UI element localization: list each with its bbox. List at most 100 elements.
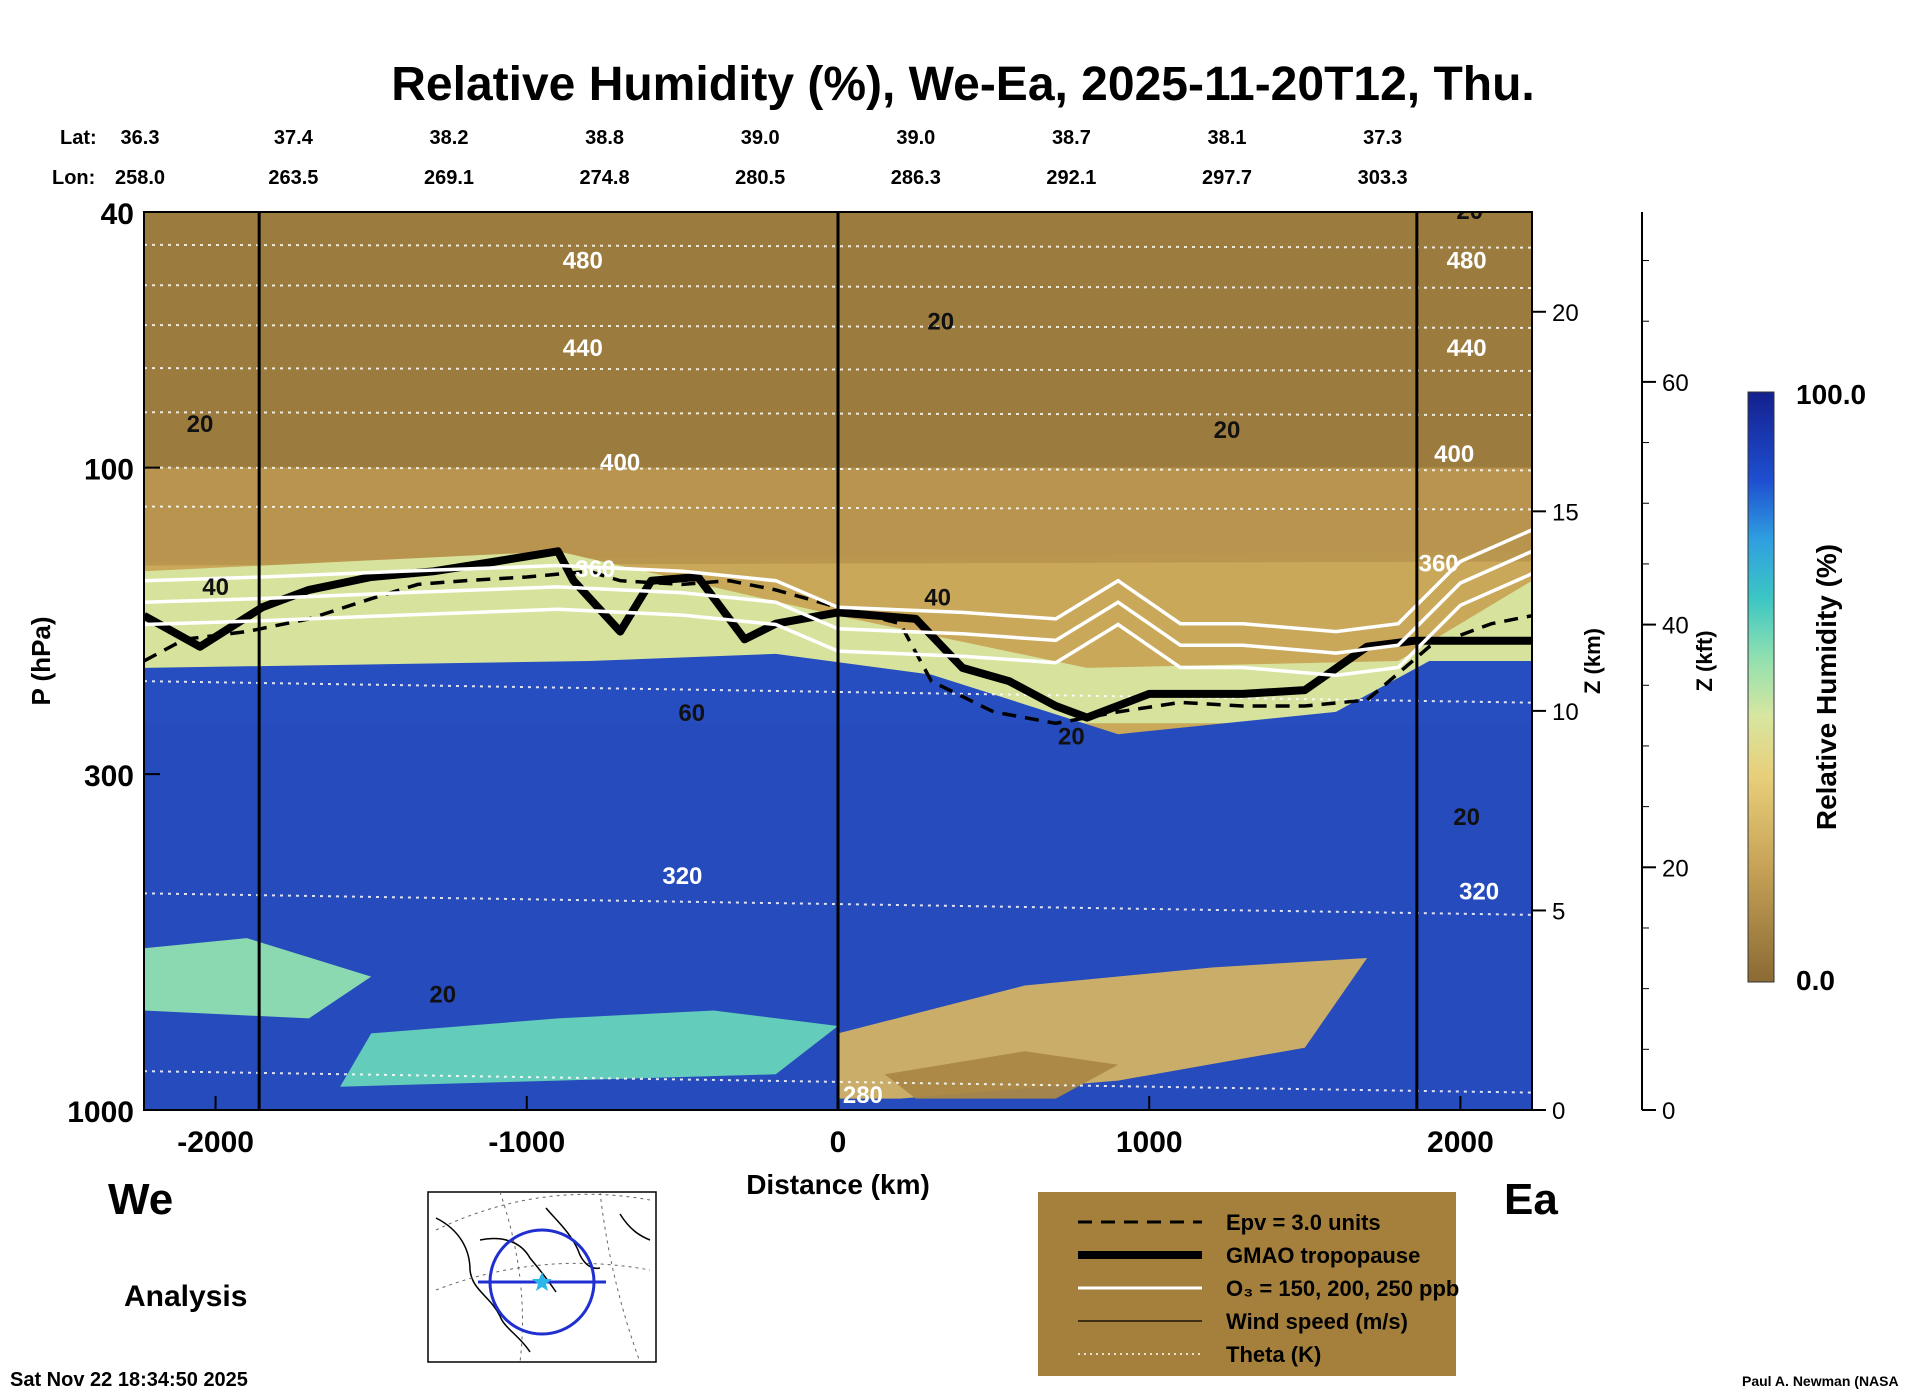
tropopause-line [144,547,1532,722]
ozone-line-2 [144,572,1532,678]
lon-value: 280.5 [735,167,785,189]
distance-tick-label: 2000 [1427,1126,1494,1159]
lat-value: 38.2 [430,127,469,149]
lon-value: 303.3 [1358,167,1408,189]
z-km-tick-label: 0 [1552,1098,1565,1125]
z-kft-label: Z (kft) [1692,630,1717,691]
lon-value: 292.1 [1046,167,1096,189]
legend-label: Theta (K) [1226,1342,1321,1367]
distance-tick-label: -1000 [488,1126,565,1159]
lat-value: 37.4 [274,127,314,149]
lat-value: 38.8 [585,127,624,149]
theta-contour-label: 480 [563,248,603,275]
colorbar-gradient [1747,391,1775,983]
legend: Epv = 3.0 units GMAO tropopause O₃ = 150, … [1038,1192,1459,1376]
z-km-axis: 0 5 10 15 20 [1531,212,1579,1125]
z-kft-tick-label: 60 [1662,370,1689,397]
legend-items: Epv = 3.0 units GMAO tropopause O₃ = 150, … [1078,1210,1459,1367]
inset-map-coastline [435,1207,651,1353]
pressure-tick-label: 100 [84,454,134,487]
theta-contour-label: 360 [1419,550,1459,577]
west-end-label: We [108,1175,173,1224]
credit: Paul A. Newman (NASA [1742,1373,1899,1389]
location-labels: 36.3 258.0 37.4 263.5 38.2 269.1 38.8 274.8 39.0… [115,127,1408,189]
lon-value: 263.5 [268,167,318,189]
wind-speed-label: 40 [924,585,951,612]
z-kft-tick-label: 40 [1662,613,1689,640]
legend-label: Epv = 3.0 units [1226,1210,1381,1235]
x-axis-label: Distance (km) [746,1169,930,1200]
chart-title: Relative Humidity (%), We-Ea, 2025-11-20… [391,58,1535,111]
z-km-tick-label: 20 [1552,300,1579,327]
lat-value: 36.3 [121,127,160,149]
overlay-lines [144,528,1532,726]
theta-contour-label: 440 [563,335,603,362]
vertical-reference-lines [257,212,1419,1110]
lat-value: 39.0 [896,127,935,149]
colorbar: 100.0 0.0 Relative Humidity (%) [1747,379,1866,996]
lon-value: 269.1 [424,167,474,189]
z-km-tick-label: 5 [1552,898,1565,925]
wind-speed-label: 20 [187,411,214,438]
z-kft-tick-label: 20 [1662,855,1689,882]
colorbar-min-label: 0.0 [1796,965,1835,996]
distance-tick-label: 0 [830,1126,847,1159]
theta-contour-label: 440 [1447,335,1487,362]
lat-value: 38.1 [1208,127,1247,149]
rh-region-mid-moist-west [144,938,372,1019]
analysis-label: Analysis [124,1280,247,1313]
legend-label: O₃ = 150, 200, 250 ppb [1226,1276,1459,1301]
legend-label: GMAO tropopause [1226,1243,1420,1268]
rh-region-low-cyan-band [340,1010,838,1087]
pressure-tick-label: 300 [84,760,134,793]
lat-value: 37.3 [1363,127,1402,149]
wind-speed-label: 20 [1058,724,1085,751]
theta-contour-label: 280 [843,1082,883,1109]
timestamp: Sat Nov 22 18:34:50 2025 [10,1369,248,1391]
wind-speed-label: 40 [202,574,229,601]
colorbar-max-label: 100.0 [1796,379,1866,410]
wind-speed-label: 20 [429,981,456,1008]
ozone-line-1 [144,549,1532,655]
distance-tick-label: 1000 [1116,1126,1183,1159]
lon-value: 274.8 [580,167,630,189]
lon-row-label: Lon: [52,167,95,189]
z-kft-axis: 0 20 40 60 [1641,212,1689,1125]
theta-contour-label: 320 [1459,878,1499,905]
lat-value: 38.7 [1052,127,1091,149]
legend-label: Wind speed (m/s) [1226,1309,1408,1334]
lon-value: 258.0 [115,167,165,189]
wind-speed-label: 20 [927,309,954,336]
inset-map [427,1191,657,1363]
lat-value: 39.0 [741,127,780,149]
pressure-tick-label: 1000 [67,1096,134,1129]
wind-speed-label: 60 [678,700,705,727]
theta-contour-label: 320 [1008,191,1048,218]
lat-row-label: Lat: [60,127,97,149]
inset-map-center-star-icon [532,1272,552,1291]
epv-line [144,569,1532,726]
theta-contour-label: 360 [575,556,615,583]
theta-contour-label: 400 [600,449,640,476]
colorbar-label: Relative Humidity (%) [1811,544,1842,830]
wind-speed-label: 20 [1214,417,1241,444]
z-km-label: Z (km) [1580,628,1605,694]
pressure-axis: 40 100 300 1000 [67,198,160,1129]
distance-tick-label: -2000 [177,1126,254,1159]
theta-contour-label: 400 [1434,441,1474,468]
ozone-line-0 [144,528,1532,634]
wind-speed-label: 20 [1456,198,1483,225]
z-km-tick-label: 15 [1552,499,1579,526]
wind-speed-label: 20 [1453,804,1480,831]
theta-contour-label: 480 [1447,248,1487,275]
theta-contour-label: 320 [662,863,702,890]
lon-value: 286.3 [891,167,941,189]
z-kft-tick-label: 0 [1662,1098,1675,1125]
pressure-tick-label: 40 [101,198,134,231]
lon-value: 297.7 [1202,167,1252,189]
rh-region-dry-core [884,1051,1119,1099]
z-km-tick-label: 10 [1552,699,1579,726]
plot-area: 20 40 20 60 20 20 40 20 20 20 480 480 440 440 400 400 36… [144,191,1532,1110]
